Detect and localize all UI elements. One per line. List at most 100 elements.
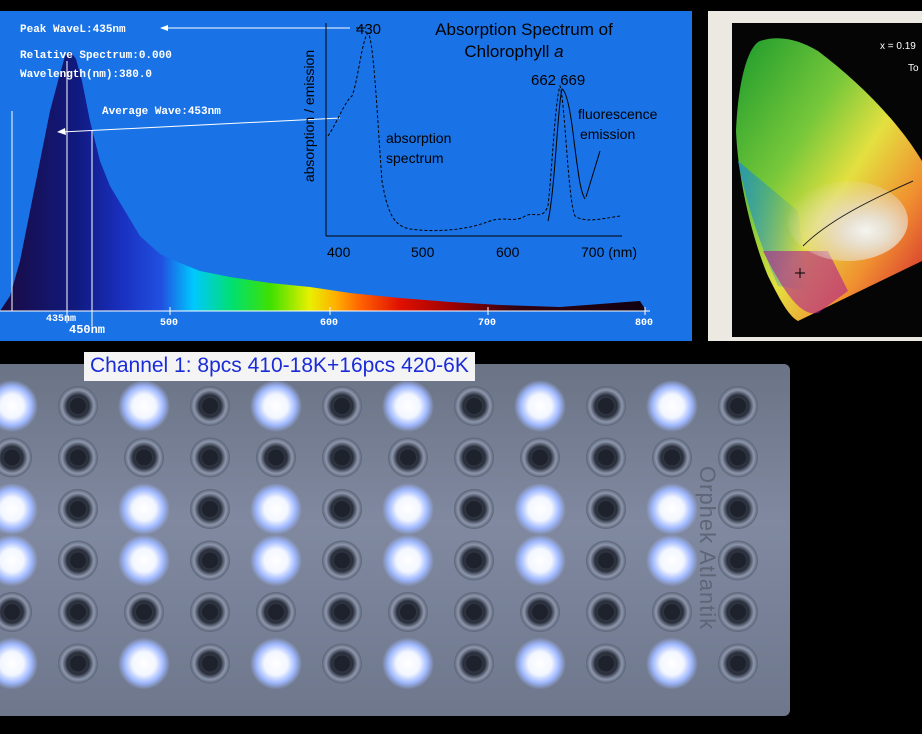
- led-lit: [0, 380, 38, 432]
- led-lit: [0, 483, 38, 535]
- led-lit: [646, 380, 698, 432]
- led-lit: [514, 534, 566, 587]
- led-core: [730, 449, 746, 466]
- chl-x-tick-500: 500: [411, 244, 435, 260]
- led-core: [334, 655, 350, 672]
- led-lit: [382, 483, 434, 535]
- led-core: [202, 604, 218, 620]
- peak-430-label: 430: [356, 21, 381, 38]
- led-core: [598, 604, 614, 620]
- x-tick-500: 500: [160, 318, 178, 329]
- led-board-photo: Channel 1: 8pcs 410-18K+16pcs 420-6K Orp…: [0, 346, 922, 734]
- cie-readout-x: x = 0.19: [880, 41, 916, 52]
- led-core: [334, 449, 350, 466]
- led-core: [466, 655, 482, 672]
- led-core: [730, 552, 746, 569]
- led-core: [70, 655, 86, 672]
- led-core: [4, 449, 20, 466]
- led-lit: [514, 380, 566, 432]
- led-core: [730, 655, 746, 672]
- peak-wave-label: Peak WaveL:435nm: [20, 24, 126, 36]
- led-core: [268, 449, 284, 466]
- led-lit: [118, 637, 170, 690]
- led-core: [334, 552, 350, 569]
- led-lit: [250, 483, 302, 535]
- led-core: [70, 604, 86, 620]
- chlorophyll-title-line1: Absorption Spectrum of: [435, 20, 613, 39]
- chlorophyll-title-italic: a: [554, 42, 563, 61]
- led-core: [202, 501, 218, 517]
- led-core: [400, 449, 416, 466]
- absorption-label-2: spectrum: [386, 150, 444, 166]
- relative-spectrum-label: Relative Spectrum:0.000: [20, 50, 172, 62]
- led-lit: [646, 637, 698, 690]
- led-lit: [0, 534, 38, 587]
- led-core: [202, 655, 218, 672]
- led-lit: [250, 534, 302, 587]
- chlorophyll-title-prefix: Chlorophyll: [464, 42, 554, 61]
- led-core: [598, 655, 614, 672]
- led-lit: [0, 637, 38, 690]
- led-core: [598, 398, 614, 414]
- led-core: [334, 501, 350, 517]
- marker-435-label: 435nm: [46, 314, 76, 325]
- spectrum-graphic: Peak WaveL:435nm Relative Spectrum:0.000…: [0, 20, 658, 337]
- led-core: [400, 604, 416, 620]
- channel-label: Channel 1: 8pcs 410-18K+16pcs 420-6K: [84, 352, 475, 381]
- led-core: [136, 449, 152, 466]
- led-core: [70, 501, 86, 517]
- led-lit: [646, 483, 698, 535]
- marker-450-label: 450nm: [69, 323, 105, 337]
- wavelength-label: Wavelength(nm):380.0: [20, 69, 152, 81]
- led-lit: [118, 380, 170, 432]
- cie-chromaticity-panel: x = 0.19 To: [708, 11, 922, 341]
- led-core: [664, 604, 680, 620]
- led-core: [334, 398, 350, 414]
- x-tick-600: 600: [320, 318, 338, 329]
- chl-x-tick-600: 600: [496, 244, 520, 260]
- led-core: [70, 449, 86, 466]
- spectrum-panel: Peak WaveL:435nm Relative Spectrum:0.000…: [0, 11, 692, 341]
- led-core: [466, 501, 482, 517]
- led-lit: [382, 637, 434, 690]
- chl-x-tick-400: 400: [327, 244, 351, 260]
- led-core: [598, 501, 614, 517]
- led-lit: [646, 534, 698, 587]
- led-core: [532, 449, 548, 466]
- chlorophyll-ylabel: absorption / emission: [301, 50, 317, 182]
- led-array: [0, 380, 758, 690]
- led-core: [202, 398, 218, 414]
- led-lit: [382, 380, 434, 432]
- led-core: [664, 449, 680, 466]
- led-lit: [514, 637, 566, 690]
- x-tick-800: 800: [635, 318, 653, 329]
- x-tick-700: 700: [478, 318, 496, 329]
- absorption-label-1: absorption: [386, 130, 451, 146]
- emission-spectrum: [0, 51, 645, 311]
- led-core: [730, 398, 746, 414]
- led-core: [202, 449, 218, 466]
- led-core: [334, 604, 350, 620]
- fluorescence-label-1: fluorescence: [578, 106, 658, 122]
- led-lit: [514, 483, 566, 535]
- fluorescence-curve: [547, 88, 586, 222]
- led-core: [466, 398, 482, 414]
- led-core: [4, 604, 20, 620]
- chl-x-tick-700: 700 (nm): [581, 244, 637, 260]
- led-lit: [250, 637, 302, 690]
- chlorophyll-title-line2: Chlorophyll a: [464, 42, 563, 61]
- led-core: [466, 552, 482, 569]
- led-lit: [250, 380, 302, 432]
- led-lit: [382, 534, 434, 587]
- led-core: [202, 552, 218, 569]
- led-core: [70, 552, 86, 569]
- led-lit: [118, 534, 170, 587]
- absorption-curve: [327, 32, 621, 232]
- led-core: [598, 552, 614, 569]
- led-core: [70, 398, 86, 414]
- led-core: [598, 449, 614, 466]
- led-core: [136, 604, 152, 620]
- cie-graphic: x = 0.19 To: [736, 38, 922, 322]
- brand-text: Orphek Atlantik: [695, 466, 720, 631]
- led-core: [466, 449, 482, 466]
